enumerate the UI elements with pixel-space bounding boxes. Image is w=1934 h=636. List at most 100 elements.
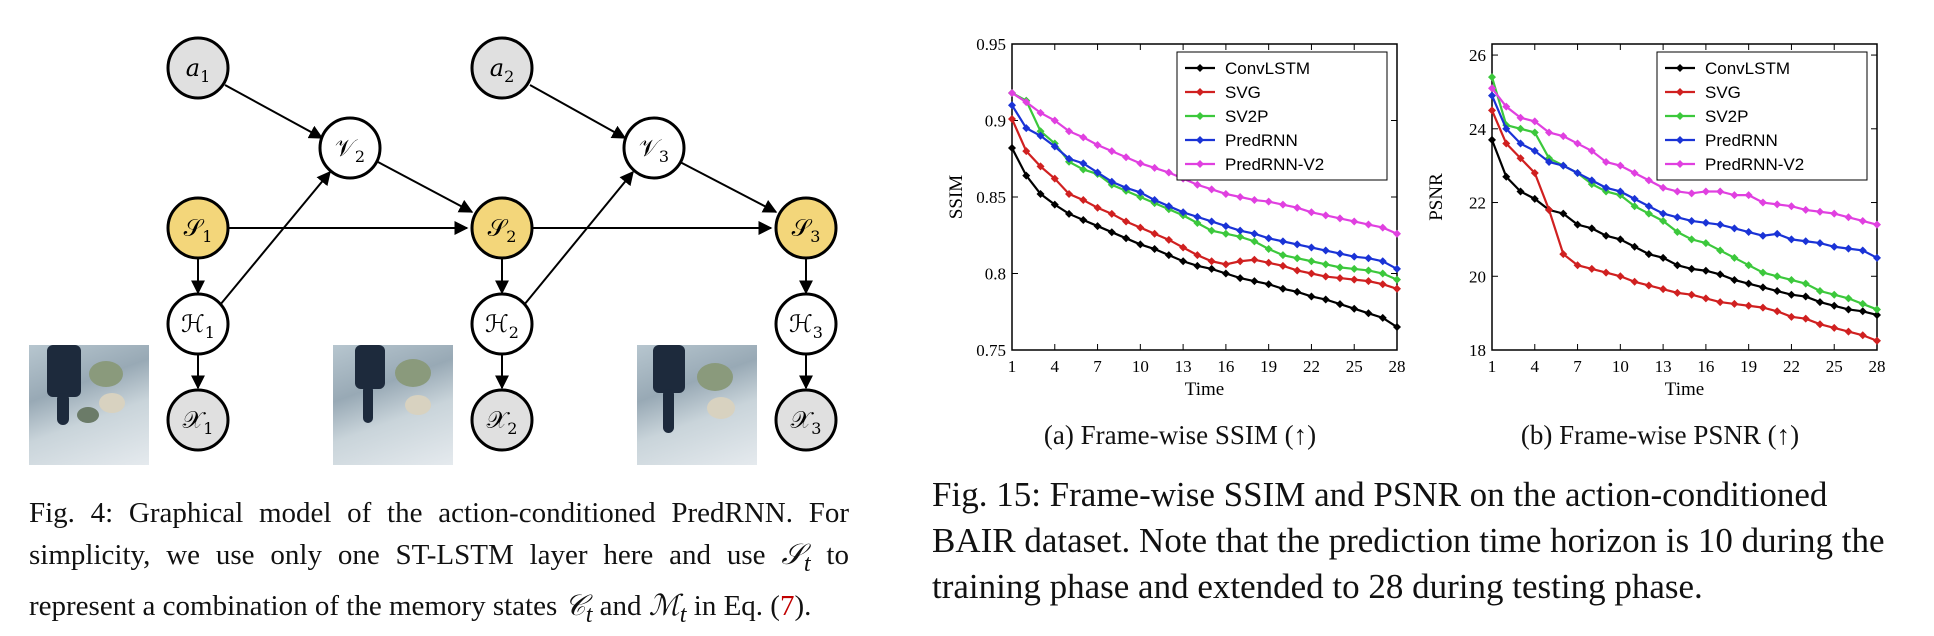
ssim-point-svg (1350, 275, 1359, 284)
ssim-xtick-label: 1 (1008, 357, 1017, 376)
psnr-point-predrnn-v2 (1815, 207, 1824, 216)
psnr-ytick-label: 24 (1469, 120, 1487, 139)
psnr-point-predrnn (1587, 176, 1596, 185)
psnr-point-convlstm (1701, 266, 1710, 275)
ssim-point-convlstm (1164, 251, 1173, 260)
ssim-ytick-label: 0.9 (985, 112, 1006, 131)
ssim-point-convlstm (1393, 323, 1401, 332)
psnr-point-sv2p (1687, 235, 1696, 244)
svg-text:ℋ1: ℋ1 (181, 310, 215, 342)
ssim-xtick-label: 25 (1346, 357, 1363, 376)
ssim-point-predrnn (1179, 208, 1188, 217)
psnr-point-predrnn (1673, 213, 1682, 222)
ssim-point-predrnn-v2 (1022, 98, 1031, 107)
svg-text:𝒳3: 𝒳3 (791, 406, 822, 438)
ssim-point-svg (1250, 255, 1259, 264)
ssim-chart: 0.75 0.8 0.85 0.9 0.95 1 4 7 10 13 16 19 22 25 28 Time S… (946, 35, 1406, 400)
ssim-ytick-label: 0.95 (976, 35, 1006, 54)
graphical-model-diagram: a1 a2 𝒱2 𝒱3 𝒮1 𝒮2 𝒮3 ℋ1 (166, 36, 838, 452)
ssim-point-convlstm (1364, 309, 1373, 318)
psnr-xtick-label: 1 (1488, 357, 1497, 376)
ssim-point-predrnn-v2 (1350, 217, 1359, 226)
ssim-point-convlstm (1293, 287, 1302, 296)
subcaption-b: (b) Frame-wise PSNR (↑) (1520, 420, 1800, 450)
ssim-legend-marker (1196, 64, 1204, 72)
ssim-point-svg (1207, 257, 1216, 266)
ssim-point-predrnn (1278, 237, 1287, 246)
psnr-point-predrnn-v2 (1630, 169, 1639, 178)
psnr-point-svg (1602, 268, 1611, 277)
ssim-point-predrnn (1164, 202, 1173, 211)
ssim-xtick-label: 7 (1093, 357, 1102, 376)
ssim-point-convlstm (1036, 189, 1045, 198)
psnr-point-convlstm (1659, 253, 1668, 262)
psnr-point-predrnn (1644, 202, 1653, 211)
psnr-point-convlstm (1873, 310, 1881, 319)
ssim-xlabel: Time (1185, 379, 1224, 400)
ssim-point-predrnn-v2 (1364, 220, 1373, 229)
psnr-point-predrnn (1630, 194, 1639, 203)
ssim-point-svg (1264, 258, 1273, 267)
ssim-point-predrnn-v2 (1193, 180, 1202, 189)
robot-frame-3 (637, 345, 757, 465)
psnr-point-convlstm (1559, 209, 1568, 218)
ssim-point-sv2p (1136, 193, 1145, 201)
ssim-point-predrnn (1236, 226, 1245, 235)
psnr-point-sv2p (1801, 279, 1810, 288)
psnr-xtick-label: 19 (1740, 357, 1757, 376)
ssim-point-convlstm (1264, 280, 1273, 289)
ssim-series-line-predrnn-v2 (1011, 92, 1398, 235)
ssim-point-predrnn (1122, 183, 1131, 192)
psnr-point-predrnn (1701, 218, 1710, 227)
psnr-point-svg (1530, 169, 1539, 178)
ssim-point-svg (1008, 114, 1016, 123)
ssim-point-predrnn (1364, 254, 1373, 263)
psnr-point-svg (1830, 323, 1839, 332)
psnr-series-line-sv2p (1490, 76, 1878, 311)
psnr-point-predrnn (1516, 139, 1525, 148)
psnr-point-predrnn (1502, 124, 1511, 133)
psnr-point-predrnn-v2 (1730, 191, 1739, 200)
psnr-point-convlstm (1744, 279, 1753, 288)
psnr-point-predrnn-v2 (1602, 157, 1611, 166)
psnr-point-convlstm (1488, 135, 1496, 144)
equation-ref-link[interactable]: 7 (779, 589, 795, 622)
ssim-xtick-label: 13 (1175, 357, 1192, 376)
psnr-legend-label: PredRNN-V2 (1705, 155, 1804, 174)
psnr-point-predrnn (1744, 228, 1753, 237)
ssim-point-svg (1179, 243, 1188, 252)
ssim-ytick-label: 0.8 (985, 265, 1006, 284)
node-h2: ℋ2 (470, 292, 534, 356)
psnr-point-predrnn-v2 (1844, 213, 1853, 222)
psnr-point-sv2p (1815, 287, 1824, 296)
symbol-s: 𝒮t (781, 539, 811, 577)
psnr-point-sv2p (1758, 268, 1767, 277)
fig4-caption: Fig. 4: Graphical model of the action-co… (29, 497, 849, 628)
psnr-point-svg (1844, 327, 1853, 336)
ssim-point-predrnn-v2 (1278, 200, 1287, 209)
ssim-point-svg (1193, 251, 1202, 260)
psnr-point-svg (1744, 301, 1753, 310)
ssim-point-sv2p (1207, 226, 1216, 235)
psnr-point-predrnn-v2 (1644, 176, 1653, 185)
svg-text:ℋ3: ℋ3 (789, 310, 823, 342)
psnr-point-predrnn-v2 (1787, 202, 1796, 211)
ssim-legend-marker (1196, 112, 1204, 120)
psnr-xtick-label: 22 (1783, 357, 1800, 376)
fig4-caption-text-1: Fig. 4: Graphical model of the action-co… (29, 497, 849, 571)
psnr-point-svg (1687, 290, 1696, 299)
ssim-point-convlstm (1179, 257, 1188, 266)
ssim-point-svg (1335, 274, 1344, 283)
psnr-point-svg (1730, 299, 1739, 308)
robot-frame-2 (333, 345, 453, 465)
psnr-point-predrnn-v2 (1687, 189, 1696, 198)
ssim-point-predrnn-v2 (1107, 147, 1116, 156)
psnr-point-predrnn (1573, 169, 1582, 178)
node-s1: 𝒮1 (166, 196, 230, 260)
node-s3: 𝒮3 (774, 196, 838, 260)
edge-h2-v3 (523, 170, 634, 306)
psnr-point-convlstm (1644, 250, 1653, 259)
ssim-point-predrnn-v2 (1122, 153, 1131, 162)
psnr-point-sv2p (1773, 272, 1782, 281)
ssim-legend-label: SV2P (1225, 107, 1268, 126)
